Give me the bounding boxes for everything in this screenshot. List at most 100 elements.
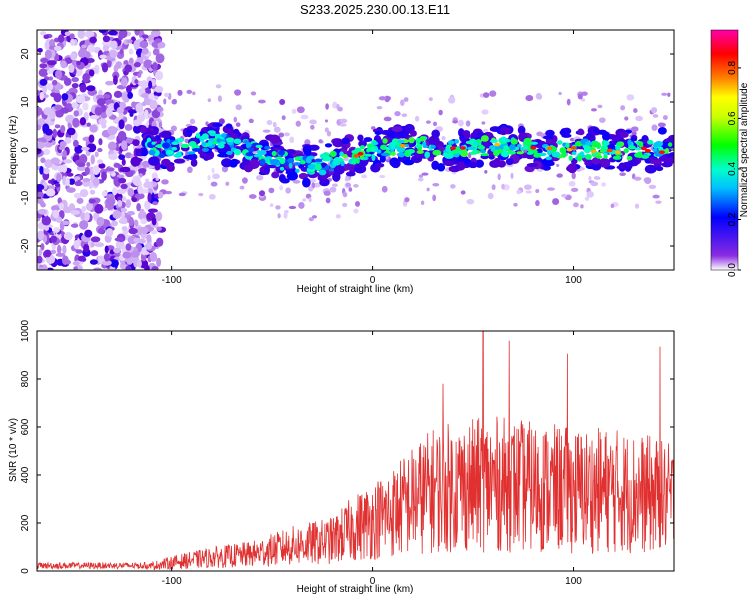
spectrogram-ridge-cell [329,150,337,158]
spectrogram-ridge-cell [598,157,611,168]
spectrogram-noise-cell [116,188,127,195]
spectrogram-ridge-cell [243,163,254,173]
spectrogram-ridge-cell [132,157,143,163]
spectrogram-noise-cell [651,107,658,114]
spectrogram-ridge-cell [396,129,409,139]
spectrogram-ridge-cell [173,158,186,164]
spectrogram-noise-cell [37,124,42,131]
spectrogram-noise-cell [66,172,74,177]
spectrogram-ridge-cell [148,156,160,166]
spectrogram-noise-cell [140,93,150,99]
spectrogram-noise-cell [525,95,534,102]
spectrogram-noise-cell [481,121,486,125]
spectrogram-noise-cell [631,126,639,133]
spectrogram-noise-cell [118,30,128,39]
spectrogram-noise-cell [151,229,158,235]
spectrogram-noise-cell [586,191,594,198]
spectrogram-noise-cell [84,30,95,39]
spectrogram-noise-cell [633,176,642,181]
spectrogram-noise-cell [481,109,489,115]
spectrogram-ridge-cell [355,158,360,164]
spectrogram-noise-cell [84,229,93,238]
spectrogram-noise-cell [404,197,410,203]
spectrogram-noise-cell [146,234,152,243]
spectrogram-noise-cell [487,192,494,200]
spectrogram-noise-cell [37,230,45,241]
spectrogram-noise-cell [144,109,149,120]
y-tick-label: 0 [20,147,31,153]
spectrogram-noise-cell [441,136,446,141]
spectrogram-noise-cell [44,49,52,60]
spectrogram-noise-cell [89,114,100,120]
spectrogram-noise-cell [151,78,157,87]
spectrogram-ridge-cell [329,168,335,172]
spectrogram-noise-cell [535,188,540,193]
spectrogram-noise-cell [155,211,163,222]
spectrogram-noise-cell [52,79,58,86]
spectrogram-noise-cell [66,187,76,193]
spectrogram-noise-cell [105,197,116,206]
spectrogram-noise-cell [37,117,46,127]
spectrogram-ridge-cell [430,140,441,146]
spectrogram-ridge-cell [278,150,285,156]
spectrogram-noise-cell [345,182,352,188]
spectrogram-ridge-cell [171,146,178,151]
spectrogram-ridge-cell [341,137,350,145]
x-tick-label: -100 [162,576,182,587]
spectrogram-noise-cell [597,104,603,109]
spectrogram-noise-cell [113,90,123,99]
spectrogram-ridge-cell [332,160,341,166]
spectrogram-noise-cell [127,188,135,197]
spectrogram-ridge-cell [403,159,415,166]
spectrogram-noise-cell [634,203,640,209]
spectrogram-noise-cell [105,80,115,86]
snr-series-line [37,331,674,571]
spectrogram-ridge-cell [422,141,427,146]
spectrogram-noise-cell [234,89,242,96]
spectrogram-noise-cell [129,111,134,117]
spectrogram-noise-cell [489,90,497,97]
spectrogram-noise-cell [86,122,91,127]
spectrogram-noise-cell [151,217,157,226]
spectrogram-noise-cell [279,99,286,105]
spectrogram-ridge-cell [522,140,530,146]
spectrogram-ridge-cell [201,147,210,152]
spectrogram-ridge-cell [430,144,436,149]
spectrogram-noise-cell [571,172,576,180]
spectrogram-noise-cell [147,208,158,213]
spectrogram-noise-cell [60,107,70,114]
spectrogram-noise-cell [42,84,48,94]
spectrogram-noise-cell [140,226,149,235]
spectrogram-noise-cell [239,185,245,190]
spectrogram-peak-cell [614,150,621,154]
spectrogram-noise-cell [401,113,408,118]
spectrogram-ridge-cell [667,142,673,147]
spectrogram-noise-cell [631,131,637,136]
spectrogram-noise-cell [353,208,359,214]
spectrogram-peak-cell [399,143,406,148]
spectrogram-ridge-cell [479,149,487,154]
spectrogram-ridge-cell [545,156,552,161]
spectrogram-noise-cell [292,179,301,184]
spectrogram-noise-cell [308,217,314,222]
spectrogram-noise-cell [165,190,172,195]
spectrogram-ridge-cell [661,161,673,168]
spectrogram-noise-cell [598,117,606,124]
spectrogram-ridge-cell [655,166,664,172]
spectrogram-ridge-cell [600,145,608,151]
spectrogram-ridge-cell [389,157,400,167]
spectrogram-ridge-cell [295,168,300,173]
spectrogram-noise-cell [324,119,329,123]
spectrogram-noise-cell [120,207,128,213]
spectrogram-noise-cell [48,110,56,120]
spectrogram-noise-cell [465,120,471,127]
spectrogram-ridge-cell [586,132,594,139]
spectrogram-noise-cell [353,183,359,188]
spectrogram-noise-cell [310,124,315,130]
spectrogram-ridge-cell [465,140,472,145]
spectrogram-noise-cell [79,220,89,230]
spectrogram-ridge-cell [318,169,327,176]
spectrogram-ridge-cell [325,157,330,162]
spectrogram-noise-cell [64,137,72,144]
y-tick-label: 800 [20,370,31,387]
